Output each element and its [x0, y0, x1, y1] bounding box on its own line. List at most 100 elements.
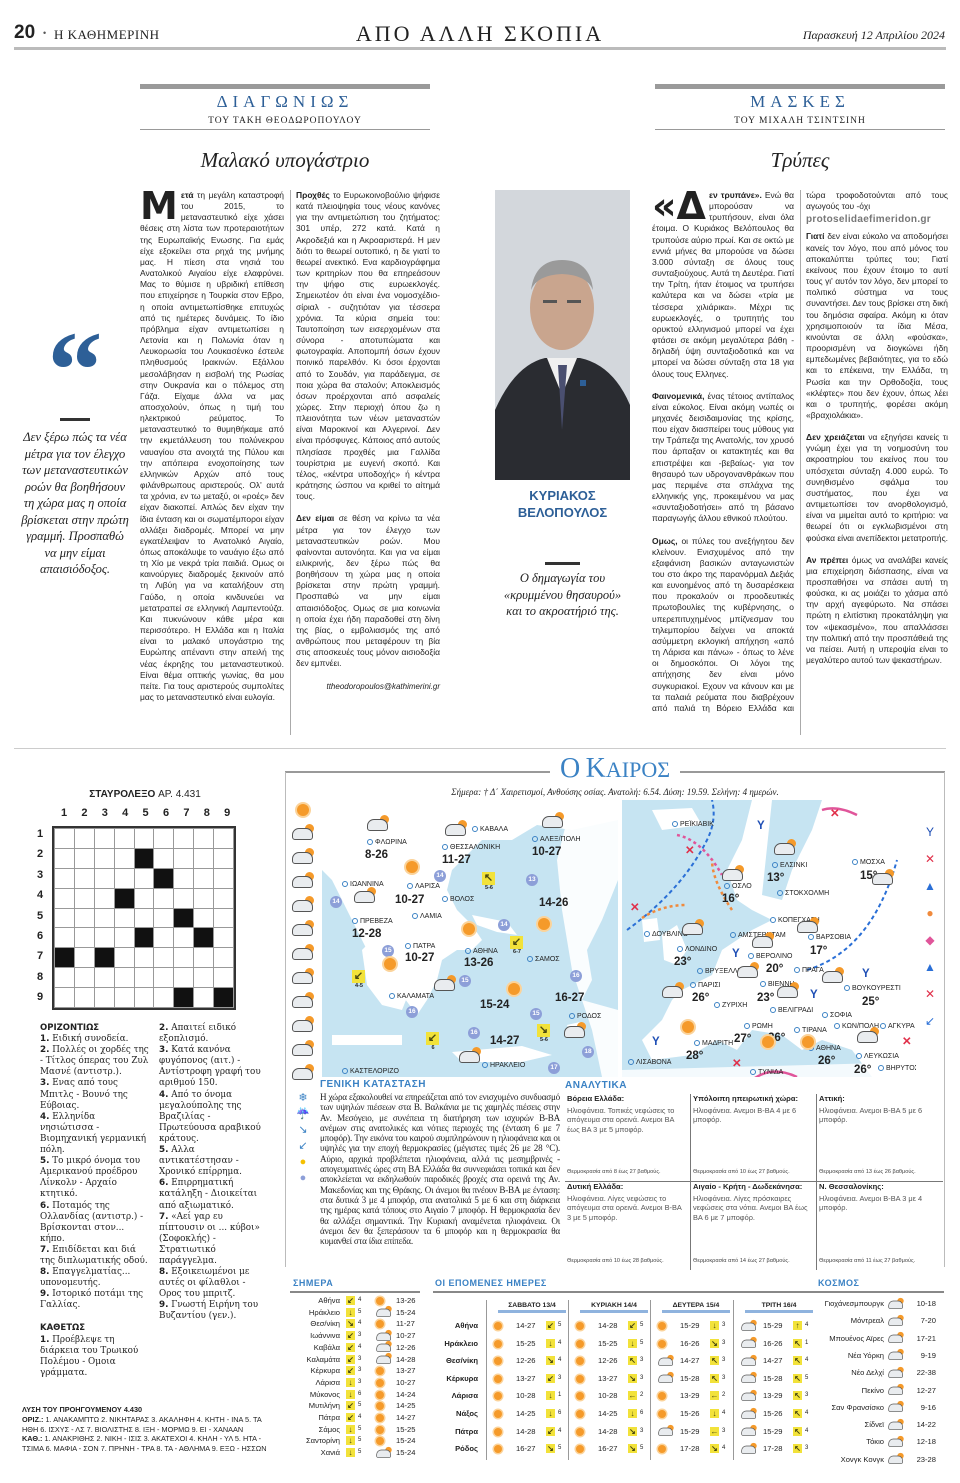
city-name: Αθήνα — [454, 1321, 478, 1330]
grid-cell[interactable] — [74, 908, 94, 928]
grid-cell[interactable] — [134, 908, 154, 928]
grid-cell[interactable] — [114, 928, 134, 948]
grid-cell[interactable] — [74, 948, 94, 968]
map-city-label: ΠΡΕΒΕΖΑ — [352, 917, 393, 926]
crossword-grid[interactable] — [52, 826, 236, 1010]
temperature-range: 15-25 — [516, 1338, 536, 1348]
grid-cell[interactable] — [134, 888, 154, 908]
clue: 4. Από το όνομα μεγαλούπολης της Βραζιλί… — [159, 1089, 261, 1144]
grid-cell[interactable] — [214, 968, 233, 988]
legend-icon — [292, 944, 314, 965]
grid-cell[interactable] — [74, 968, 94, 988]
grid-cell[interactable] — [154, 848, 174, 868]
grid-cell[interactable] — [194, 868, 214, 888]
grid-cell[interactable] — [94, 848, 114, 868]
grid-cell[interactable] — [194, 829, 214, 848]
temperature-range: 11-27 — [396, 1319, 415, 1329]
grid-cell[interactable] — [55, 848, 74, 868]
grid-cell[interactable] — [55, 928, 74, 948]
grid-cell[interactable] — [74, 868, 94, 888]
grid-cell[interactable] — [74, 928, 94, 948]
weather-icon — [741, 1407, 757, 1420]
grid-cell[interactable] — [174, 948, 194, 968]
grid-cell[interactable] — [214, 888, 233, 908]
grid-cell[interactable] — [114, 868, 134, 888]
grid-cell[interactable] — [194, 848, 214, 868]
temperature-range: 10-27 — [396, 1331, 416, 1341]
grid-cell[interactable] — [94, 908, 114, 928]
weather-icon — [741, 1424, 757, 1438]
grid-cell[interactable] — [214, 928, 233, 948]
city-name: Κέρκυρα — [310, 1366, 340, 1376]
rain-cloud-icon — [292, 1064, 314, 1080]
grid-cell[interactable] — [154, 928, 174, 948]
grid-cell[interactable] — [174, 968, 194, 988]
grid-cell[interactable] — [214, 829, 233, 848]
grid-cell[interactable] — [114, 848, 134, 868]
grid-cell[interactable] — [74, 829, 94, 848]
grid-cell[interactable] — [134, 868, 154, 888]
grid-cell[interactable] — [55, 829, 74, 848]
grid-cell[interactable] — [214, 908, 233, 928]
grid-cell[interactable] — [174, 829, 194, 848]
wind-force: 3 — [722, 1322, 726, 1328]
grid-cell[interactable] — [194, 908, 214, 928]
map-temperature: 16-27 — [555, 992, 585, 1004]
grid-cell[interactable] — [74, 888, 94, 908]
grid-cell[interactable] — [114, 908, 134, 928]
grid-cell[interactable] — [154, 908, 174, 928]
grid-cell[interactable] — [194, 888, 214, 908]
wind-arrow-icon: ↓ — [346, 1307, 355, 1317]
author-email[interactable]: ttheodoropoulos@kathimerini.gr — [326, 681, 440, 691]
grid-cell[interactable] — [174, 848, 194, 868]
grid-cell[interactable] — [55, 968, 74, 988]
grid-cell[interactable] — [154, 829, 174, 848]
grid-cell[interactable] — [74, 988, 94, 1007]
grid-cell[interactable] — [55, 908, 74, 928]
grid-cell[interactable] — [114, 968, 134, 988]
grid-cell[interactable] — [114, 948, 134, 968]
grid-cell[interactable] — [174, 868, 194, 888]
grid-cell[interactable] — [94, 968, 114, 988]
grid-cell[interactable] — [154, 988, 174, 1007]
grid-cell[interactable] — [134, 988, 154, 1007]
temperature-range: 13-29 — [763, 1391, 783, 1401]
grid-cell[interactable] — [174, 928, 194, 948]
grid-cell[interactable] — [55, 988, 74, 1007]
grid-cell[interactable] — [174, 888, 194, 908]
grid-cell[interactable] — [214, 848, 233, 868]
sun-icon — [658, 1410, 666, 1418]
region-temperature: Θερμοκρασία από 13 έως 26 βαθμούς. — [819, 1168, 916, 1175]
grid-cell[interactable] — [194, 988, 214, 1007]
grid-cell[interactable] — [55, 888, 74, 908]
grid-cell[interactable] — [114, 829, 134, 848]
city-name: Μπουένος Αϊρες — [829, 1333, 884, 1343]
grid-cell[interactable] — [134, 968, 154, 988]
grid-cell[interactable] — [154, 968, 174, 988]
grid-cell[interactable] — [134, 829, 154, 848]
map-city-label: ΣΟΦΙΑ — [822, 1011, 852, 1020]
grid-cell[interactable] — [134, 948, 154, 968]
grid-cell[interactable] — [214, 948, 233, 968]
row-number: 9 — [36, 991, 44, 1004]
grid-cell[interactable] — [94, 988, 114, 1007]
black-cell — [134, 928, 154, 948]
grid-cell[interactable] — [94, 868, 114, 888]
grid-cell[interactable] — [74, 848, 94, 868]
grid-cell[interactable] — [94, 888, 114, 908]
map-weather-icon — [777, 982, 799, 1003]
wind-force: 5 — [358, 1425, 362, 1432]
weather-icon — [494, 1338, 502, 1350]
grid-cell[interactable] — [154, 888, 174, 908]
grid-cell[interactable] — [94, 829, 114, 848]
legend-symbol-icon: Υ — [925, 825, 934, 839]
temperature-range: 15-29 — [763, 1321, 783, 1330]
grid-cell[interactable] — [154, 948, 174, 968]
grid-cell[interactable] — [94, 928, 114, 948]
grid-cell[interactable] — [214, 868, 233, 888]
grid-cell[interactable] — [114, 988, 134, 1007]
grid-cell[interactable] — [194, 948, 214, 968]
clue-number: 2. — [159, 1023, 169, 1033]
grid-cell[interactable] — [194, 968, 214, 988]
grid-cell[interactable] — [55, 868, 74, 888]
